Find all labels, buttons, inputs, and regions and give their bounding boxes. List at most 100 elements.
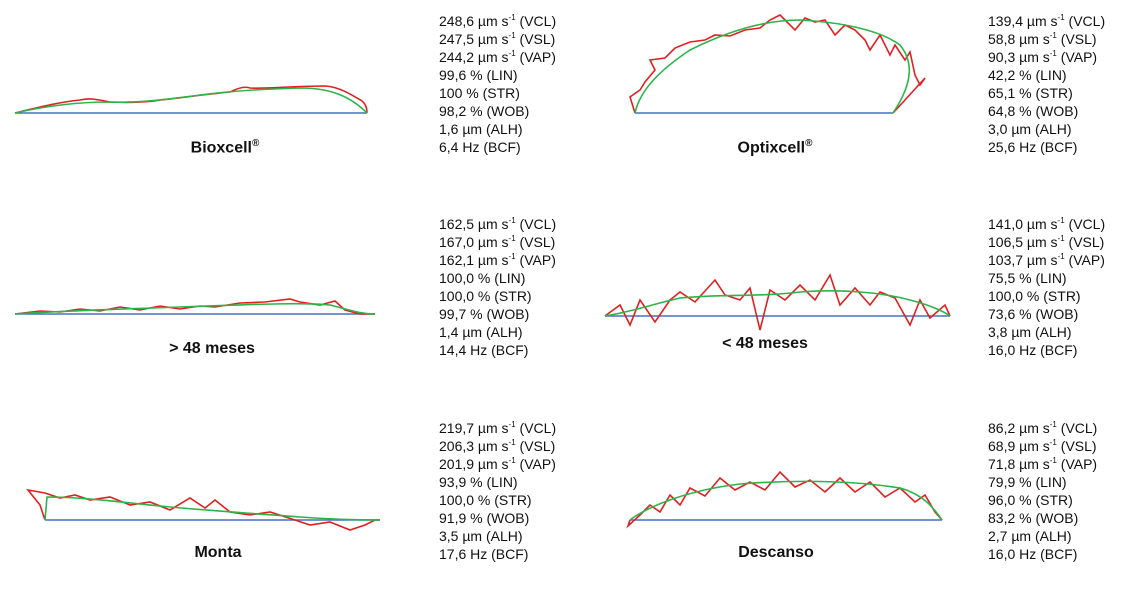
stat-unit-exponent: -1 (1057, 234, 1065, 243)
panel-label-monta: Monta (194, 544, 242, 561)
stat-line: 139,4 µm s-1 (VCL) (988, 12, 1105, 30)
stat-parameter: (VAP) (1064, 252, 1105, 268)
stat-value: 73,6 % (WOB) (988, 306, 1079, 322)
stat-line: 100,0 % (LIN) (439, 269, 556, 287)
stat-parameter: (VAP) (515, 252, 556, 268)
stat-value: 17,6 Hz (BCF) (439, 546, 529, 562)
stat-parameter: (VCL) (1064, 216, 1106, 232)
stat-line: 3,8 µm (ALH) (988, 323, 1105, 341)
stat-value: 96,0 % (STR) (988, 492, 1073, 508)
stat-line: 93,9 % (LIN) (439, 473, 556, 491)
stat-line: 65,1 % (STR) (988, 84, 1105, 102)
registered-mark: ® (251, 138, 260, 149)
stat-line: 73,6 % (WOB) (988, 305, 1105, 323)
stat-line: 71,8 µm s-1 (VAP) (988, 455, 1097, 473)
panel-label-mas-48-meses: > 48 meses (169, 340, 255, 357)
average-path (634, 19, 911, 114)
stat-unit-exponent: -1 (1049, 420, 1057, 429)
stat-value: 6,4 Hz (BCF) (439, 139, 521, 155)
stat-value: 100,0 % (STR) (439, 288, 532, 304)
stat-line: 16,0 Hz (BCF) (988, 545, 1097, 563)
curvilinear-path (604, 273, 951, 331)
stat-value: 64,8 % (WOB) (988, 103, 1079, 119)
stat-value: 1,4 µm (ALH) (439, 324, 523, 340)
stat-line: 68,9 µm s-1 (VSL) (988, 437, 1097, 455)
trajectory-descanso (626, 470, 943, 529)
stat-line: 42,2 % (LIN) (988, 66, 1105, 84)
stat-value: 2,7 µm (ALH) (988, 528, 1072, 544)
stat-parameter: (VSL) (1064, 234, 1105, 250)
stat-value: 141,0 µm s (988, 216, 1058, 232)
stat-value: 42,2 % (LIN) (988, 67, 1067, 83)
stat-line: 6,4 Hz (BCF) (439, 138, 556, 156)
stat-unit-exponent: -1 (508, 49, 516, 58)
stat-line: 244,2 µm s-1 (VAP) (439, 48, 556, 66)
stat-line: 100,0 % (STR) (988, 287, 1105, 305)
stat-line: 83,2 % (WOB) (988, 509, 1097, 527)
stat-line: 3,0 µm (ALH) (988, 120, 1105, 138)
panel-name: Bioxcell (190, 139, 252, 157)
stat-value: 201,9 µm s (439, 456, 509, 472)
stat-value: 91,9 % (WOB) (439, 510, 530, 526)
stat-unit-exponent: -1 (508, 438, 516, 447)
stat-parameter: (VCL) (1056, 420, 1098, 436)
stat-value: 244,2 µm s (439, 49, 509, 65)
stat-line: 100,0 % (STR) (439, 491, 556, 509)
stat-line: 75,5 % (LIN) (988, 269, 1105, 287)
stat-unit-exponent: -1 (508, 31, 516, 40)
stat-line: 100 % (STR) (439, 84, 556, 102)
stat-unit-exponent: -1 (508, 420, 516, 429)
stat-line: 91,9 % (WOB) (439, 509, 556, 527)
stat-value: 79,9 % (LIN) (988, 474, 1067, 490)
stat-value: 98,2 % (WOB) (439, 103, 530, 119)
stat-line: 64,8 % (WOB) (988, 102, 1105, 120)
stat-parameter: (VAP) (515, 456, 556, 472)
stat-value: 75,5 % (LIN) (988, 270, 1067, 286)
stat-value: 162,1 µm s (439, 252, 509, 268)
stats-mas-48-meses: 162,5 µm s -1 (VCL) 167,0 µm s-1 (VSL) 162,… (439, 215, 556, 359)
stat-value: 139,4 µm s (988, 13, 1058, 29)
stat-line: 103,7 µm s-1 (VAP) (988, 251, 1105, 269)
stat-line: 201,9 µm s-1 (VAP) (439, 455, 556, 473)
stat-line: 106,5 µm s-1 (VSL) (988, 233, 1105, 251)
registered-mark: ® (805, 138, 813, 149)
trajectory-menos-48-meses (604, 273, 951, 331)
stat-value: 3,8 µm (ALH) (988, 324, 1072, 340)
stat-line: 206,3 µm s-1 (VSL) (439, 437, 556, 455)
stat-line: 99,6 % (LIN) (439, 66, 556, 84)
trajectory-mas-48-meses (14, 298, 376, 315)
stat-value: 99,6 % (LIN) (439, 67, 518, 83)
stat-value: 106,5 µm s (988, 234, 1058, 250)
average-path (629, 480, 943, 521)
stat-value: 68,9 µm s (988, 438, 1050, 454)
stats-menos-48-meses: 141,0 µm s -1 (VCL) 106,5 µm s-1 (VSL) 103,… (988, 215, 1105, 359)
stat-line: 167,0 µm s-1 (VSL) (439, 233, 556, 251)
stat-value: 100,0 % (LIN) (439, 270, 526, 286)
trajectory-monta (26, 488, 381, 531)
stat-value: 162,5 µm s (439, 216, 509, 232)
stat-parameter: (VCL) (515, 216, 557, 232)
stat-value: 16,0 Hz (BCF) (988, 342, 1078, 358)
curvilinear-path (629, 14, 926, 114)
stat-value: 248,6 µm s (439, 13, 509, 29)
stat-line: 96,0 % (STR) (988, 491, 1097, 509)
stat-value: 25,6 Hz (BCF) (988, 139, 1078, 155)
stat-value: 103,7 µm s (988, 252, 1058, 268)
stat-unit-exponent: -1 (1049, 456, 1057, 465)
stat-line: 90,3 µm s-1 (VAP) (988, 48, 1105, 66)
panel-name: Optixcell (737, 139, 806, 157)
stat-line: 248,6 µm s-1 (VCL) (439, 12, 556, 30)
stat-line: 79,9 % (LIN) (988, 473, 1097, 491)
stat-value: 99,7 % (WOB) (439, 306, 530, 322)
stat-line: 1,6 µm (ALH) (439, 120, 556, 138)
stat-unit-exponent: -1 (508, 252, 516, 261)
stat-parameter: (VSL) (515, 234, 556, 250)
stat-parameter: (VCL) (1064, 13, 1106, 29)
stat-unit-exponent: -1 (508, 456, 516, 465)
stats-descanso: 86,2 µm s-1 (VCL) 68,9 µm s-1 (VSL) 71,8 µ… (988, 419, 1097, 563)
panel-label-optixcell: Optixcell® (738, 138, 813, 157)
stat-unit-exponent: -1 (508, 13, 516, 22)
stat-value: 100,0 % (STR) (439, 492, 532, 508)
trajectory-optixcell (629, 14, 926, 114)
stat-line: 17,6 Hz (BCF) (439, 545, 556, 563)
